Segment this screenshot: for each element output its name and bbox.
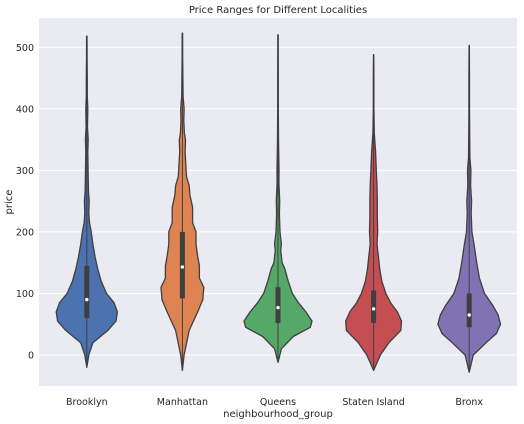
y-tick-label: 500	[16, 43, 34, 54]
iqr-box	[275, 287, 281, 323]
x-tick-label: Staten Island	[342, 397, 404, 408]
iqr-box	[84, 265, 90, 319]
median-dot	[180, 265, 185, 269]
x-tick-labels: Brooklyn Manhattan Queens Staten Island Bron…	[66, 397, 483, 408]
violin-queens	[243, 34, 313, 364]
y-tick-labels: 0 100 200 300 400 500	[16, 43, 34, 362]
median-dot	[276, 305, 280, 310]
violin-bronx	[437, 44, 502, 373]
x-tick-label: Queens	[260, 397, 296, 408]
x-tick-label: Bronx	[455, 397, 483, 408]
median-dot	[467, 313, 471, 317]
y-tick-label: 100	[16, 289, 34, 300]
y-axis-label: price	[4, 190, 15, 215]
iqr-box	[179, 231, 185, 299]
x-tick-label: Brooklyn	[66, 397, 108, 408]
y-tick-label: 0	[28, 351, 34, 362]
iqr-box	[371, 290, 377, 323]
median-dot	[371, 307, 376, 311]
violin-staten-island	[345, 53, 403, 372]
violin-manhattan	[160, 32, 205, 372]
x-tick-label: Manhattan	[157, 397, 208, 408]
violin-brooklyn	[55, 35, 119, 368]
iqr-box	[466, 293, 472, 328]
x-axis-label: neighbourhood_group	[223, 409, 333, 420]
violins	[55, 32, 502, 373]
y-tick-label: 400	[16, 104, 34, 115]
y-tick-label: 200	[16, 227, 34, 238]
median-dot	[85, 297, 89, 302]
chart-title: Price Ranges for Different Localities	[189, 5, 367, 16]
y-tick-label: 300	[16, 166, 34, 177]
